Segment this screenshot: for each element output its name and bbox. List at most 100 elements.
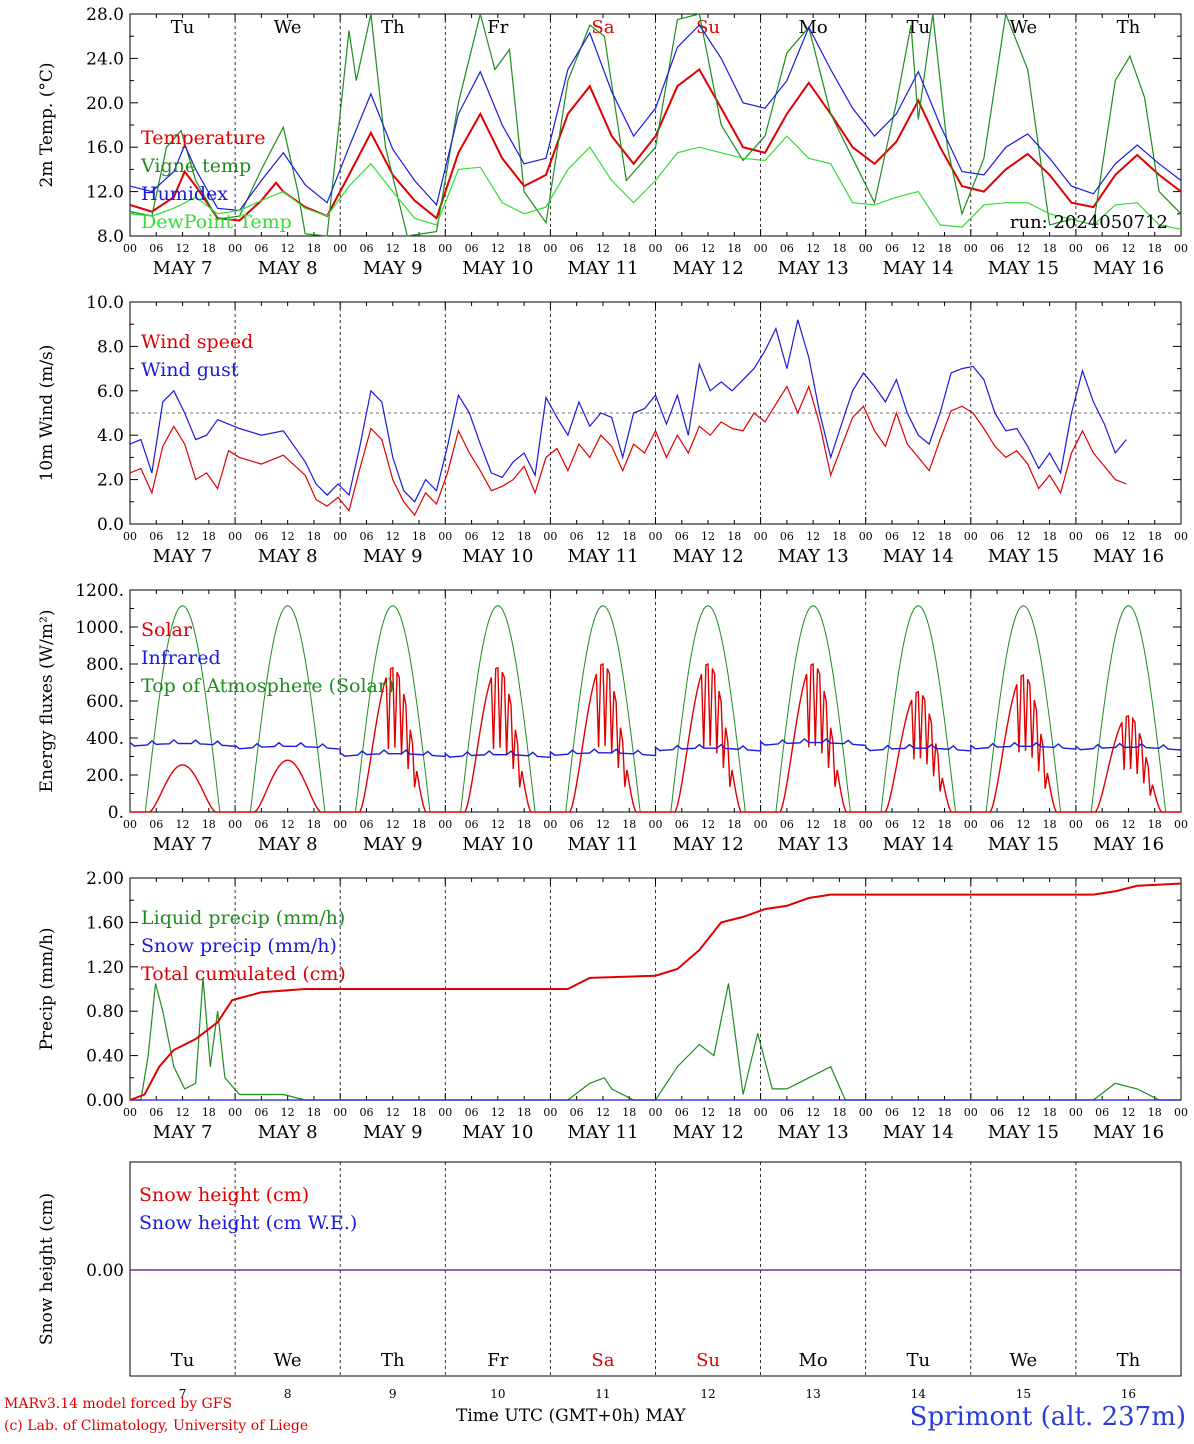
hour-tick-label: 18 bbox=[1148, 818, 1162, 831]
hour-tick-label: 00 bbox=[123, 530, 137, 543]
hour-tick-label: 06 bbox=[570, 530, 584, 543]
station-title: Sprimont (alt. 237m) bbox=[909, 1402, 1186, 1432]
hour-tick-label: 06 bbox=[885, 530, 899, 543]
hour-tick-label: 00 bbox=[754, 530, 768, 543]
weekday-label: Tu bbox=[906, 17, 930, 38]
hour-tick-label: 00 bbox=[438, 530, 452, 543]
hour-tick-label: 18 bbox=[202, 1106, 216, 1119]
date-label: MAY 16 bbox=[1093, 546, 1164, 567]
hour-tick-label: 18 bbox=[202, 818, 216, 831]
hour-tick-label: 12 bbox=[701, 242, 715, 255]
date-label: MAY 10 bbox=[462, 546, 533, 567]
hour-tick-label: 18 bbox=[938, 242, 952, 255]
y-tick-label: 2.0 bbox=[97, 471, 124, 491]
hour-tick-label: 00 bbox=[438, 1106, 452, 1119]
hour-tick-label: 18 bbox=[517, 818, 531, 831]
hour-tick-label: 18 bbox=[412, 242, 426, 255]
date-label: MAY 16 bbox=[1093, 834, 1164, 855]
date-label: MAY 15 bbox=[988, 546, 1059, 567]
date-label: MAY 10 bbox=[462, 1122, 533, 1143]
hour-tick-label: 06 bbox=[990, 818, 1004, 831]
date-label: MAY 12 bbox=[672, 258, 743, 279]
y-tick-label: 600. bbox=[86, 692, 124, 712]
date-label: MAY 9 bbox=[363, 1122, 423, 1143]
date-label: MAY 8 bbox=[258, 546, 318, 567]
legend-entry: Infrared bbox=[141, 647, 221, 669]
hour-tick-label: 18 bbox=[832, 530, 846, 543]
hour-tick-label: 12 bbox=[386, 530, 400, 543]
day-number: 10 bbox=[490, 1387, 505, 1401]
weekday-label: Tu bbox=[906, 1350, 930, 1371]
hour-tick-label: 06 bbox=[359, 818, 373, 831]
hour-tick-label: 06 bbox=[359, 1106, 373, 1119]
hour-tick-label: 18 bbox=[727, 818, 741, 831]
hour-tick-label: 18 bbox=[307, 530, 321, 543]
credit-line-1: MARv3.14 model forced by GFS bbox=[4, 1396, 233, 1412]
hour-tick-label: 18 bbox=[727, 242, 741, 255]
y-tick-label: 0.0 bbox=[97, 515, 124, 535]
hour-tick-label: 18 bbox=[622, 530, 636, 543]
date-label: MAY 11 bbox=[567, 258, 638, 279]
hour-tick-label: 06 bbox=[570, 818, 584, 831]
hour-tick-label: 12 bbox=[911, 530, 925, 543]
series-line bbox=[129, 384, 1127, 517]
series-line bbox=[129, 68, 1182, 222]
y-tick-label: 10.0 bbox=[86, 293, 124, 313]
date-label: MAY 9 bbox=[363, 834, 423, 855]
date-label: MAY 9 bbox=[363, 258, 423, 279]
y-tick-label: 0. bbox=[108, 803, 124, 823]
month-label: MAY bbox=[645, 1406, 686, 1426]
hour-tick-label: 06 bbox=[780, 1106, 794, 1119]
series-line bbox=[129, 738, 1182, 759]
hour-tick-label: 12 bbox=[281, 818, 295, 831]
hour-tick-label: 00 bbox=[543, 530, 557, 543]
hour-tick-label: 06 bbox=[885, 818, 899, 831]
y-axis-label: Precip (mm/h) bbox=[37, 927, 57, 1050]
hour-tick-label: 12 bbox=[176, 818, 190, 831]
weekday-label: Tu bbox=[171, 17, 195, 38]
hour-tick-label: 12 bbox=[701, 1106, 715, 1119]
hour-tick-label: 12 bbox=[1121, 1106, 1135, 1119]
hour-tick-label: 12 bbox=[1016, 1106, 1030, 1119]
hour-tick-label: 00 bbox=[543, 242, 557, 255]
hour-tick-label: 06 bbox=[1095, 242, 1109, 255]
series-line bbox=[130, 605, 1181, 813]
hour-tick-label: 06 bbox=[675, 242, 689, 255]
hour-tick-label: 12 bbox=[1016, 242, 1030, 255]
hour-tick-label: 06 bbox=[885, 242, 899, 255]
hour-tick-label: 12 bbox=[911, 818, 925, 831]
weekday-label: Sa bbox=[591, 1350, 614, 1371]
hour-tick-label: 06 bbox=[780, 530, 794, 543]
y-tick-label: 1000. bbox=[75, 618, 124, 638]
date-label: MAY 11 bbox=[567, 1122, 638, 1143]
hour-tick-label: 12 bbox=[1016, 818, 1030, 831]
hour-tick-label: 06 bbox=[570, 1106, 584, 1119]
date-label: MAY 11 bbox=[567, 834, 638, 855]
hour-tick-label: 00 bbox=[859, 1106, 873, 1119]
hour-tick-label: 00 bbox=[964, 530, 978, 543]
date-label: MAY 10 bbox=[462, 258, 533, 279]
y-tick-label: 1.20 bbox=[86, 958, 124, 978]
hour-tick-label: 00 bbox=[438, 818, 452, 831]
series-line bbox=[129, 319, 1127, 503]
hour-tick-label: 12 bbox=[386, 242, 400, 255]
day-number: 7 bbox=[179, 1387, 187, 1401]
date-label: MAY 12 bbox=[672, 546, 743, 567]
hour-tick-label: 06 bbox=[465, 530, 479, 543]
date-label: MAY 8 bbox=[258, 1122, 318, 1143]
hour-tick-label: 00 bbox=[333, 1106, 347, 1119]
hour-tick-label: 06 bbox=[675, 1106, 689, 1119]
hour-tick-label: 18 bbox=[1148, 530, 1162, 543]
date-label: MAY 12 bbox=[672, 834, 743, 855]
hour-tick-label: 00 bbox=[438, 242, 452, 255]
date-label: MAY 13 bbox=[778, 258, 849, 279]
hour-tick-label: 06 bbox=[149, 530, 163, 543]
hour-tick-label: 12 bbox=[281, 242, 295, 255]
time-axis-text: Time UTC (GMT+0h) bbox=[456, 1406, 641, 1426]
hour-tick-label: 12 bbox=[281, 1106, 295, 1119]
hour-tick-label: 12 bbox=[596, 242, 610, 255]
series-line bbox=[129, 882, 1182, 1101]
hour-tick-label: 12 bbox=[176, 1106, 190, 1119]
legend-entry: DewPoint Temp bbox=[141, 211, 292, 233]
